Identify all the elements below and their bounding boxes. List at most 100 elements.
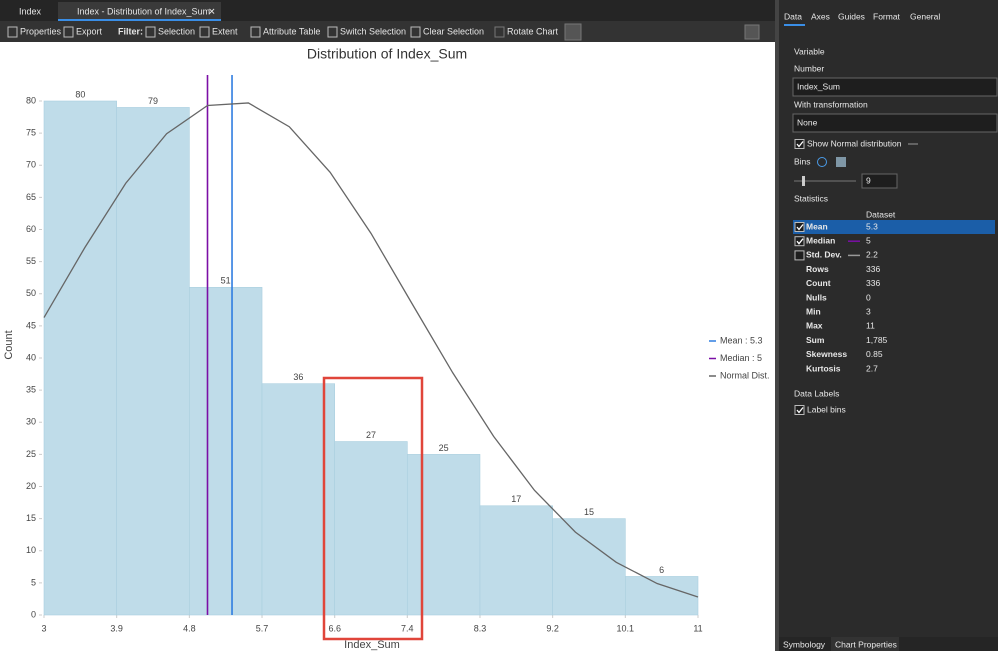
stat-name: Skewness — [806, 349, 847, 359]
histogram-bar — [261, 383, 336, 616]
stat-name: Nulls — [806, 292, 827, 302]
panel-tab[interactable]: Guides — [838, 11, 865, 21]
stat-name: Std. Dev. — [806, 250, 842, 260]
bar-label: 6 — [659, 565, 664, 575]
spinner[interactable] — [861, 173, 898, 189]
stat-value: 1,785 — [866, 335, 888, 345]
histogram-bar — [625, 576, 699, 616]
section-heading: Statistics — [794, 193, 828, 203]
y-tick-label: 25 — [26, 449, 36, 459]
stat-value: 2.7 — [866, 363, 878, 373]
bottom-tab[interactable]: Symbology — [783, 639, 826, 649]
y-tick-label: 60 — [26, 224, 36, 234]
checkmark — [796, 141, 804, 148]
checkbox[interactable] — [794, 222, 805, 232]
y-tick-label: 30 — [26, 417, 36, 427]
tab[interactable]: Index - Distribution of Index_Sum — [77, 6, 210, 16]
stat-value: 0 — [866, 292, 871, 302]
stat-value: 336 — [866, 264, 880, 274]
section-label: Bins — [794, 156, 811, 166]
panel-tab[interactable]: Axes — [811, 11, 830, 21]
active-bottom-tab — [831, 637, 899, 651]
dropdown[interactable] — [792, 113, 998, 133]
text-input[interactable] — [792, 77, 998, 97]
slider-thumb[interactable] — [802, 176, 805, 186]
y-tick-label: 20 — [26, 481, 36, 491]
field-label: Number — [794, 63, 824, 73]
stat-name: Mean — [806, 221, 828, 231]
bottom-tab[interactable]: Chart Properties — [835, 639, 897, 649]
info-icon — [817, 157, 827, 167]
stat-name: Median — [806, 235, 835, 245]
legend-label: Median : 5 — [720, 353, 762, 363]
y-tick-label: 5 — [31, 577, 36, 587]
y-tick-label: 15 — [26, 513, 36, 523]
y-tick-label: 40 — [26, 352, 36, 362]
panel-tab[interactable]: General — [910, 11, 940, 21]
toolbar-button[interactable]: Export — [76, 26, 103, 36]
toolbar-button[interactable]: Attribute Table — [263, 26, 320, 36]
toolbar-button[interactable]: Rotate Chart — [507, 26, 559, 36]
y-tick-label: 35 — [26, 385, 36, 395]
legend-label: Mean : 5.3 — [720, 335, 763, 345]
x-tick-label: 6.6 — [328, 623, 341, 633]
stat-value: 5 — [866, 235, 871, 245]
tab[interactable]: Index — [19, 6, 42, 16]
toolbar-icon — [494, 26, 505, 38]
x-tick-label: 10.1 — [617, 623, 635, 633]
field-value: Index_Sum — [797, 81, 840, 91]
color-swatch[interactable] — [836, 157, 846, 167]
y-tick-label: 0 — [31, 609, 36, 619]
section-heading: Data Labels — [794, 388, 839, 398]
stat-value: 2.2 — [866, 250, 878, 260]
checkbox[interactable] — [794, 405, 805, 415]
highlight-box — [322, 376, 424, 641]
y-tick-label: 80 — [26, 95, 36, 105]
stat-value: 3 — [866, 306, 871, 316]
toolbar-icon — [63, 26, 74, 38]
close-tab[interactable]: ✕ — [208, 6, 216, 16]
bar-label: 17 — [511, 494, 521, 504]
panel-tab[interactable]: Data — [784, 11, 802, 21]
checkbox[interactable] — [794, 139, 805, 149]
toolbar-icon — [410, 26, 421, 38]
filter-label: Filter: — [118, 26, 143, 36]
column-header: Dataset — [866, 209, 896, 219]
checkbox-label: Label bins — [807, 404, 846, 414]
toolbar-button[interactable] — [564, 23, 582, 41]
chart-title: Distribution of Index_Sum — [307, 46, 467, 62]
checkbox[interactable] — [794, 236, 805, 247]
stat-value: 336 — [866, 278, 880, 288]
y-tick-label: 70 — [26, 160, 36, 170]
active-tab-indicator — [58, 19, 221, 21]
spinner-value: 9 — [866, 175, 871, 185]
y-tick-label: 55 — [26, 256, 36, 266]
toolbar-button[interactable]: Clear Selection — [423, 26, 484, 36]
y-tick-label: 10 — [26, 545, 36, 555]
toolbar-button[interactable]: Extent — [212, 26, 238, 36]
x-tick-label: 8.3 — [474, 623, 487, 633]
selected-row — [793, 220, 995, 234]
panel-tab[interactable]: Format — [873, 11, 901, 21]
toolbar-icon — [7, 26, 18, 38]
x-tick-label: 4.8 — [183, 623, 196, 633]
toolbar-icon — [145, 26, 156, 38]
normal-curve — [43, 102, 699, 598]
bar-label: 51 — [221, 276, 231, 286]
toolbar-button[interactable]: Selection — [158, 26, 195, 36]
toolbar-button[interactable]: Switch Selection — [340, 26, 406, 36]
histogram-bar — [43, 100, 117, 616]
y-tick-label: 45 — [26, 320, 36, 330]
y-axis-label: Count — [3, 330, 15, 359]
toolbar-button[interactable] — [744, 24, 760, 40]
field-value: None — [797, 117, 818, 127]
histogram-bar — [406, 454, 481, 616]
active-tab[interactable] — [58, 2, 221, 21]
y-tick-label: 50 — [26, 288, 36, 298]
toolbar-button[interactable]: Properties — [20, 26, 62, 36]
x-tick-label: 9.2 — [546, 623, 559, 633]
stat-name: Count — [806, 278, 831, 288]
checkbox[interactable] — [794, 250, 805, 261]
histogram-bar — [189, 287, 263, 616]
